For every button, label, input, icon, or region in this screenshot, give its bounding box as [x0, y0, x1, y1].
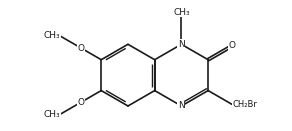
Text: CH₃: CH₃	[173, 7, 190, 17]
Text: O: O	[78, 44, 85, 53]
Text: O: O	[78, 98, 85, 107]
Text: O: O	[229, 41, 236, 50]
Text: CH₂Br: CH₂Br	[233, 100, 258, 109]
Text: N: N	[178, 40, 185, 49]
Text: CH₃: CH₃	[43, 110, 60, 119]
Text: N: N	[178, 102, 185, 110]
Text: CH₃: CH₃	[43, 31, 60, 40]
